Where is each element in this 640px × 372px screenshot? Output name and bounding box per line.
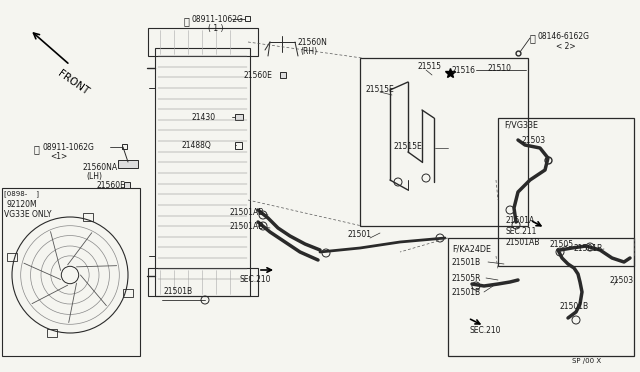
Text: Ⓝ: Ⓝ <box>183 16 189 26</box>
Text: Ⓑ: Ⓑ <box>529 33 535 43</box>
Bar <box>123 289 133 297</box>
Text: 08911-1062G: 08911-1062G <box>42 143 94 152</box>
Bar <box>235 142 242 149</box>
Text: 21515E: 21515E <box>394 141 423 151</box>
Text: 21503: 21503 <box>522 136 546 145</box>
Text: 21430: 21430 <box>192 112 216 122</box>
Bar <box>148 28 258 56</box>
Text: 21501A: 21501A <box>506 216 535 225</box>
Text: F/VG33E: F/VG33E <box>504 120 538 129</box>
Text: <1>: <1> <box>50 152 67 161</box>
Text: 21560N: 21560N <box>298 38 328 46</box>
Text: (LH): (LH) <box>86 171 102 180</box>
Text: SEC.210: SEC.210 <box>240 275 271 284</box>
Bar <box>118 160 138 168</box>
Text: 21501B: 21501B <box>452 258 481 267</box>
Text: 21501B: 21501B <box>164 287 193 296</box>
Text: 21501B: 21501B <box>574 244 603 253</box>
Text: SP /00 X: SP /00 X <box>572 358 601 364</box>
Bar <box>47 329 57 337</box>
Text: VG33E ONLY: VG33E ONLY <box>4 210 51 219</box>
Text: 21501: 21501 <box>348 230 372 239</box>
Bar <box>155 48 250 296</box>
Text: 21501AB: 21501AB <box>230 208 264 217</box>
Text: SEC.211: SEC.211 <box>506 227 538 236</box>
Text: < 2>: < 2> <box>556 42 575 51</box>
Bar <box>448 238 634 356</box>
Bar <box>280 72 286 78</box>
Text: 08146-6162G: 08146-6162G <box>538 32 590 41</box>
Bar <box>235 114 243 120</box>
Text: SEC.210: SEC.210 <box>470 326 502 335</box>
Bar <box>7 253 17 261</box>
Text: 21510: 21510 <box>488 64 512 73</box>
Bar <box>83 213 93 221</box>
Text: ( 1 ): ( 1 ) <box>208 24 223 33</box>
Text: 21560E: 21560E <box>96 180 125 189</box>
Text: 21488Q: 21488Q <box>182 141 212 150</box>
Text: [0898-    ]: [0898- ] <box>4 190 39 197</box>
Text: 21516: 21516 <box>452 65 476 74</box>
Bar <box>148 268 258 296</box>
Text: FRONT: FRONT <box>56 68 91 96</box>
Text: 21515E: 21515E <box>366 84 395 93</box>
Text: 21560E: 21560E <box>243 71 272 80</box>
Text: F/KA24DE: F/KA24DE <box>452 244 491 253</box>
Text: 21501AB: 21501AB <box>230 222 264 231</box>
Text: (RH): (RH) <box>300 46 317 55</box>
Text: 21560NA: 21560NA <box>82 163 117 171</box>
Bar <box>498 118 634 266</box>
Text: 21503: 21503 <box>610 276 634 285</box>
Bar <box>360 58 528 226</box>
Text: 08911-1062G: 08911-1062G <box>192 15 244 24</box>
Text: 92120M: 92120M <box>6 200 36 209</box>
Text: 21515: 21515 <box>418 61 442 71</box>
Bar <box>2 188 140 356</box>
Text: 21501B: 21501B <box>560 302 589 311</box>
Bar <box>122 144 127 149</box>
Text: 21501AB: 21501AB <box>506 238 540 247</box>
Text: 21501B: 21501B <box>452 288 481 297</box>
Bar <box>124 182 130 188</box>
Text: 21505: 21505 <box>550 240 574 249</box>
Text: Ⓝ: Ⓝ <box>33 144 39 154</box>
Text: 21505R: 21505R <box>452 274 481 283</box>
Bar <box>245 16 250 21</box>
